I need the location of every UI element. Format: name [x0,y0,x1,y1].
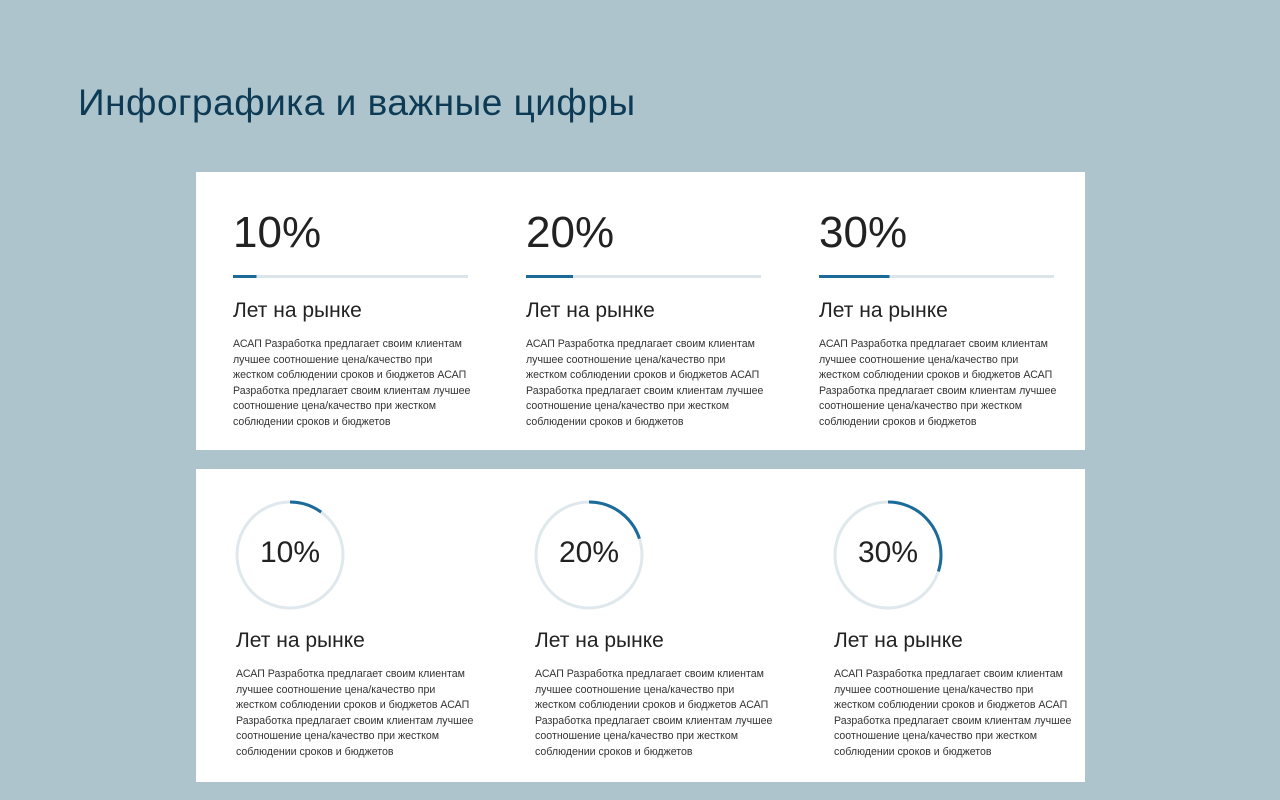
progress-bar [526,275,761,278]
progress-track [526,275,761,278]
stat-card: 30% Лет на рынке АСАП Разработка предлагае… [819,172,1059,450]
progress-fill [819,275,890,278]
ring-fill [833,500,943,610]
stat-text: АСАП Разработка предлагает своим клиента… [233,338,471,428]
progress-ring [235,500,345,610]
stat-number: 30% [819,208,908,257]
stat-number: 10% [259,536,321,569]
stat-text: АСАП Разработка предлагает своим клиента… [819,338,1057,428]
progress-fill [233,275,257,278]
progress-track [819,275,1054,278]
stat-card: 10% Лет на рынке АСАП Разработка предлагае… [235,469,476,782]
stat-heading: Лет на рынке [819,299,948,322]
progress-bar [819,275,1054,278]
stat-text: АСАП Разработка предлагает своим клиента… [535,668,773,758]
bar-panel: 10% Лет на рынке АСАП Разработка предлагае… [196,172,1085,450]
stat-card: 20% Лет на рынке АСАП Разработка предлагае… [534,469,775,782]
ring-fill [534,500,644,610]
progress-track [233,275,468,278]
stat-number: 30% [857,536,919,569]
stat-card: 10% Лет на рынке АСАП Разработка предлагае… [233,172,473,450]
ring-panel: 10% Лет на рынке АСАП Разработка предлагае… [196,469,1085,782]
page-title: Инфографика и важные цифры [78,82,636,123]
ring-fill [235,500,345,610]
stat-heading: Лет на рынке [233,299,362,322]
stat-heading: Лет на рынке [236,629,365,652]
stat-number: 10% [233,208,322,257]
stat-card: 30% Лет на рынке АСАП Разработка предлагае… [833,469,1074,782]
stat-heading: Лет на рынке [535,629,664,652]
stat-text: АСАП Разработка предлагает своим клиента… [526,338,764,428]
stat-heading: Лет на рынке [834,629,963,652]
progress-ring [833,500,943,610]
stat-number: 20% [558,536,620,569]
stat-text: АСАП Разработка предлагает своим клиента… [834,668,1072,758]
stat-card: 20% Лет на рынке АСАП Разработка предлагае… [526,172,766,450]
stat-heading: Лет на рынке [526,299,655,322]
progress-bar [233,275,468,278]
progress-ring [534,500,644,610]
progress-fill [526,275,573,278]
stat-number: 20% [526,208,615,257]
stat-text: АСАП Разработка предлагает своим клиента… [236,668,474,758]
